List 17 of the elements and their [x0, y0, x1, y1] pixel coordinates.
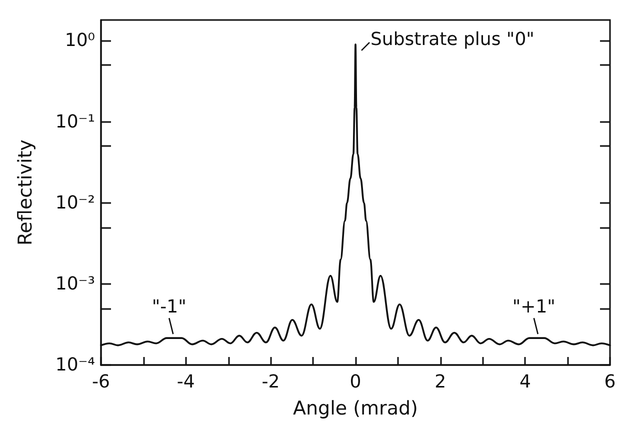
x-tick-label: -6 [92, 372, 110, 392]
y-axis-title: Reflectivity [14, 139, 36, 246]
x-tick-label: 2 [434, 372, 446, 392]
annotation: Substrate plus "0" [370, 28, 534, 50]
y-tick-label: 10⁻² [55, 192, 95, 214]
x-tick-label: 6 [604, 372, 616, 392]
y-tick-label: 10⁰ [64, 30, 95, 52]
annotation: "+1" [512, 296, 556, 318]
x-tick-label: 4 [519, 372, 531, 392]
y-tick-label: 10⁻¹ [55, 111, 95, 132]
x-tick-label: 0 [350, 372, 362, 392]
x-axis-title: Angle (mrad) [293, 398, 418, 420]
x-tick-label: -4 [176, 372, 195, 392]
x-tick-label: -2 [262, 372, 280, 392]
annotation: "-1" [152, 296, 186, 318]
y-tick-label: 10⁻³ [55, 273, 95, 294]
y-tick-label: 10⁻⁴ [55, 354, 95, 376]
